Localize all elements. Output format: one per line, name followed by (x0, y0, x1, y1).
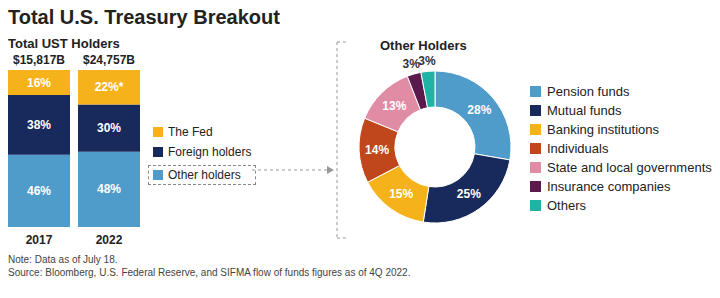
html-text:Individuals: Individuals (547, 141, 609, 156)
svg-text:16%: 16% (27, 76, 51, 90)
html-text:Other Holders: Other Holders (380, 38, 467, 53)
html-text:Pension funds: Pension funds (547, 84, 630, 99)
html-text:Total UST Holders: Total UST Holders (8, 36, 120, 51)
svg-text:46%: 46% (27, 184, 51, 198)
svg-text:$15,817B: $15,817B (13, 53, 65, 67)
html-text:State and local governments: State and local governments (547, 160, 712, 175)
svg-text:25%: 25% (457, 187, 481, 201)
svg-text:3%: 3% (418, 55, 436, 68)
svg-text:38%: 38% (27, 118, 51, 132)
html-text:Banking institutions: Banking institutions (547, 122, 659, 137)
html-text:The Fed: The Fed (168, 125, 213, 139)
svg-text:2022: 2022 (96, 233, 123, 247)
svg-text:22%*: 22%* (95, 80, 124, 94)
html-text:Note: Data as of July 18.: Note: Data as of July 18. (8, 254, 118, 265)
svg-text:48%: 48% (97, 182, 121, 196)
svg-text:$24,757B: $24,757B (83, 53, 135, 67)
svg-text:30%: 30% (97, 121, 121, 135)
html-text:Insurance companies: Insurance companies (547, 179, 671, 194)
svg-text:28%: 28% (467, 103, 491, 117)
svg-text:14%: 14% (365, 143, 389, 157)
svg-text:13%: 13% (382, 99, 406, 113)
svg-text:15%: 15% (389, 187, 413, 201)
html-text:Foreign holders: Foreign holders (168, 145, 252, 159)
html-text:Other holders: Other holders (168, 168, 241, 182)
svg-text:2017: 2017 (26, 233, 53, 247)
html-text:Mutual funds: Mutual funds (547, 103, 622, 118)
html-text:Others: Others (547, 198, 586, 213)
html-text:Source: Bloomberg, U.S. Federa: Source: Bloomberg, U.S. Federal Reserve,… (8, 267, 411, 278)
html-text:Total U.S. Treasury Breakout: Total U.S. Treasury Breakout (8, 6, 280, 28)
